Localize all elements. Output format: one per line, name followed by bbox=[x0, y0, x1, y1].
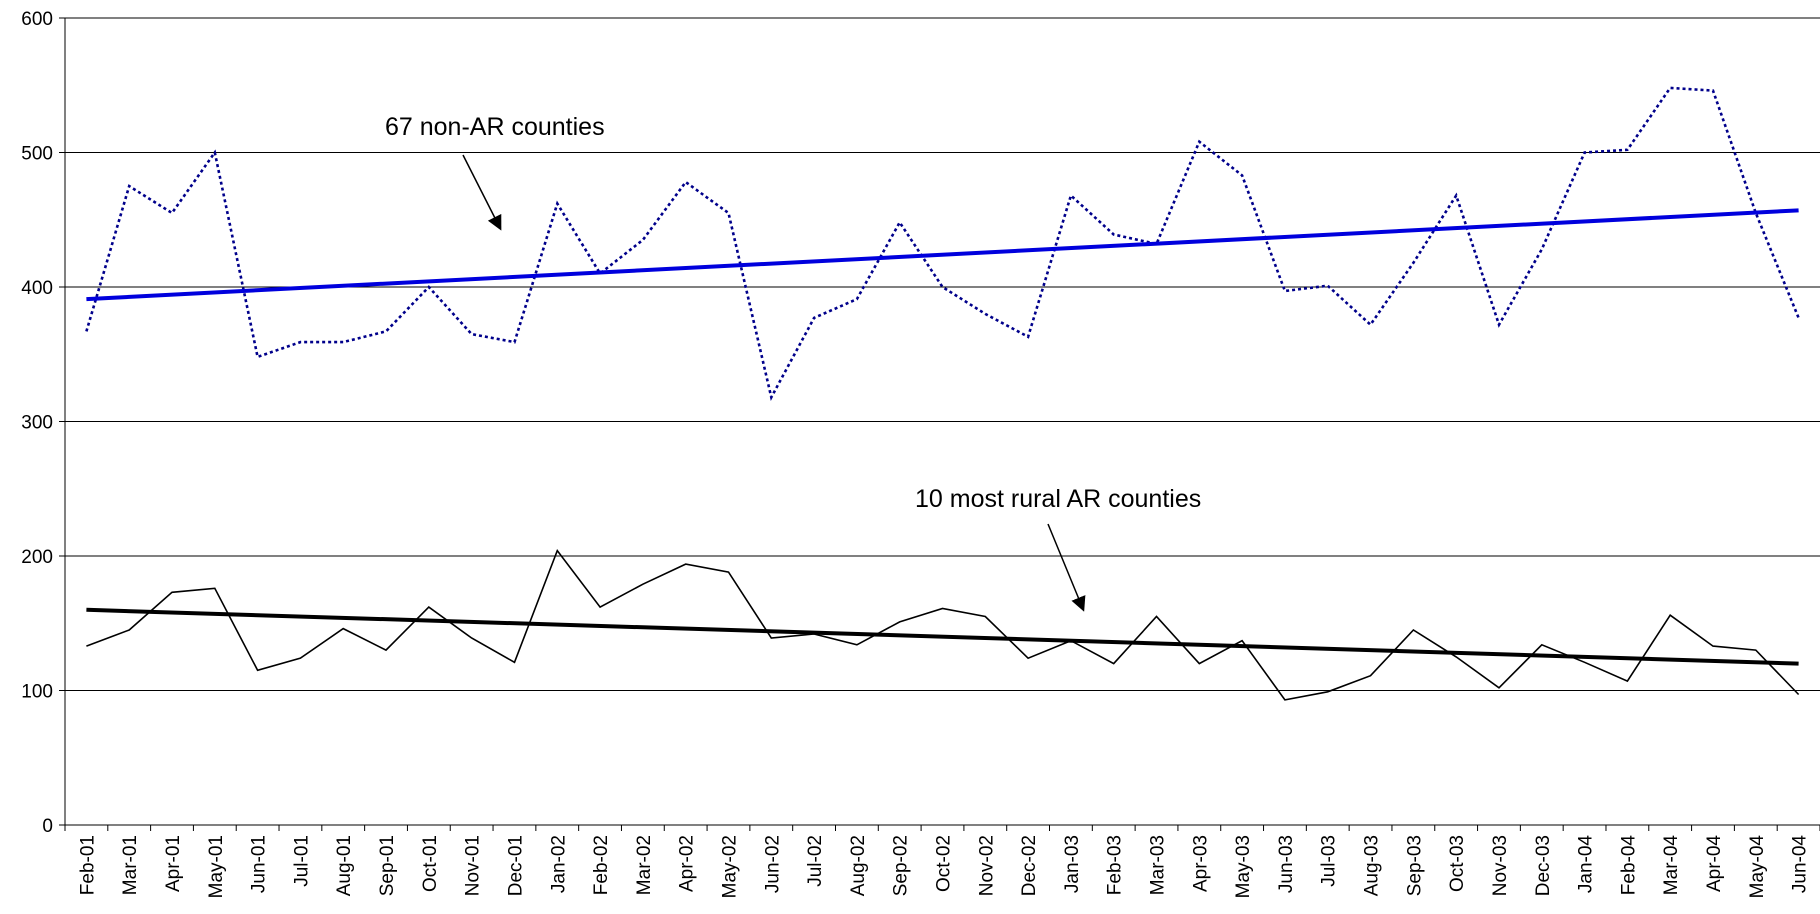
annotation-arrow-rural-ar bbox=[1047, 523, 1086, 612]
x-tick-label: Oct-02 bbox=[934, 835, 955, 892]
series-line-0 bbox=[85, 86, 1800, 401]
annotation-arrow-non-ar bbox=[462, 154, 502, 231]
x-tick-label: Nov-01 bbox=[463, 835, 484, 896]
x-tick-label: Mar-02 bbox=[634, 835, 655, 895]
x-tick-label: May-04 bbox=[1747, 835, 1768, 899]
gridlines bbox=[65, 17, 1820, 691]
x-tick-label: Feb-01 bbox=[77, 835, 98, 895]
x-tick-label: Nov-03 bbox=[1490, 835, 1511, 896]
y-tick-label: 500 bbox=[21, 144, 53, 165]
x-tick-label: Dec-03 bbox=[1533, 835, 1554, 896]
x-tick-label: Mar-04 bbox=[1661, 835, 1682, 896]
x-tick-label: Mar-03 bbox=[1148, 835, 1169, 895]
y-tick-label: 100 bbox=[21, 682, 53, 703]
x-tick-label: Sep-01 bbox=[377, 835, 398, 896]
x-tick-label: Sep-03 bbox=[1404, 835, 1425, 896]
y-tick-label: 600 bbox=[21, 9, 53, 30]
x-tick-label: Apr-04 bbox=[1704, 835, 1725, 892]
x-tick-label: Jun-01 bbox=[249, 835, 270, 893]
x-tick-label: Jul-03 bbox=[1319, 835, 1340, 887]
annotation-non-ar-counties: 67 non-AR counties bbox=[385, 113, 605, 141]
annotation-rural-ar-counties: 10 most rural AR counties bbox=[915, 485, 1201, 513]
x-tick-label: Apr-02 bbox=[677, 835, 698, 892]
x-tick-label: Aug-02 bbox=[848, 835, 869, 896]
series-line-1 bbox=[86, 548, 1800, 701]
axes: 0 100 200 300 400 500 600 Feb-01 Mar-01 Apr-01 May… bbox=[21, 9, 1820, 898]
trendlines bbox=[86, 208, 1799, 666]
annotations: 67 non-AR counties 10 most rural AR coun… bbox=[385, 113, 1201, 612]
x-tick-label: Jun-03 bbox=[1276, 835, 1297, 893]
x-tick-label: Aug-03 bbox=[1362, 835, 1383, 896]
y-tick-label: 300 bbox=[21, 413, 53, 434]
x-tick-label: May-01 bbox=[206, 835, 227, 898]
x-tick-label: Apr-03 bbox=[1190, 835, 1211, 892]
x-tick-label: May-03 bbox=[1233, 835, 1254, 898]
x-tick-label: Oct-03 bbox=[1447, 835, 1468, 892]
trendline-0 bbox=[86, 208, 1799, 302]
x-tick-label: Jul-01 bbox=[291, 835, 312, 887]
x-tick-label: Dec-02 bbox=[1019, 835, 1040, 896]
trendline-1 bbox=[86, 607, 1799, 666]
x-tick-label: Jul-02 bbox=[805, 835, 826, 887]
y-tick-label: 400 bbox=[21, 278, 53, 299]
y-tick-label: 0 bbox=[42, 816, 53, 837]
x-tick-label: May-02 bbox=[719, 835, 740, 898]
x-tick-label: Jan-02 bbox=[548, 835, 569, 893]
x-tick-label: Feb-04 bbox=[1618, 835, 1639, 896]
x-tick-label: Jun-04 bbox=[1790, 835, 1811, 894]
x-tick-label: Oct-01 bbox=[420, 835, 441, 892]
x-tick-label: Apr-01 bbox=[163, 835, 184, 892]
x-tick-label: Jan-04 bbox=[1576, 835, 1597, 894]
x-tick-label: Sep-02 bbox=[891, 835, 912, 896]
x-tick-label: Feb-03 bbox=[1105, 835, 1126, 895]
x-tick-label: Jan-03 bbox=[1062, 835, 1083, 893]
y-tick-label: 200 bbox=[21, 547, 53, 568]
x-tick-label: Feb-02 bbox=[591, 835, 612, 895]
series bbox=[85, 86, 1800, 701]
x-tick-label: Dec-01 bbox=[505, 835, 526, 896]
x-tick-label: Mar-01 bbox=[120, 835, 141, 895]
x-tick-label: Nov-02 bbox=[976, 835, 997, 896]
x-tick-label: Aug-01 bbox=[334, 835, 355, 896]
x-tick-label: Jun-02 bbox=[762, 835, 783, 893]
